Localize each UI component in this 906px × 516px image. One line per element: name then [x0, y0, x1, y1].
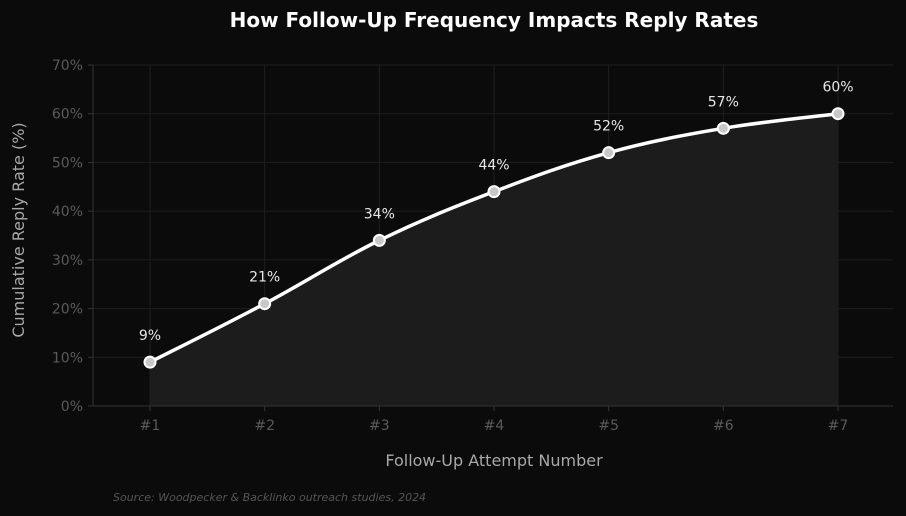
- data-label: 21%: [249, 270, 280, 286]
- area-fill-layer: [150, 113, 838, 406]
- data-point: [602, 146, 616, 160]
- x-tick-label: #7: [828, 418, 849, 434]
- data-point-markers: [143, 107, 845, 369]
- x-tick-label: #5: [598, 418, 619, 434]
- y-tick-labels: 0% 10% 20% 30% 40% 50% 60% 70%: [52, 58, 83, 415]
- data-point: [143, 355, 157, 369]
- data-label: 52%: [593, 119, 624, 135]
- axes: [88, 64, 893, 411]
- x-tick-label: #2: [254, 418, 275, 434]
- area-fill: [150, 113, 838, 406]
- y-tick-label: 70%: [52, 58, 83, 74]
- chart-title: How Follow-Up Frequency Impacts Reply Ra…: [230, 8, 759, 32]
- x-axis-label: Follow-Up Attempt Number: [385, 451, 603, 470]
- data-point: [487, 185, 501, 199]
- data-label: 9%: [139, 328, 161, 344]
- x-tick-labels: #1 #2 #3 #4 #5 #6 #7: [140, 418, 849, 434]
- y-tick-label: 50%: [52, 155, 83, 171]
- data-label: 60%: [822, 80, 853, 96]
- data-point: [716, 121, 730, 135]
- y-tick-label: 30%: [52, 253, 83, 269]
- data-label: 57%: [708, 94, 739, 110]
- data-point: [372, 233, 386, 247]
- y-tick-label: 10%: [52, 350, 83, 366]
- x-tick-label: #1: [140, 418, 161, 434]
- y-tick-label: 20%: [52, 302, 83, 318]
- y-tick-label: 0%: [61, 399, 83, 415]
- y-axis-label: Cumulative Reply Rate (%): [9, 122, 28, 337]
- x-tick-label: #3: [369, 418, 390, 434]
- data-label: 34%: [364, 206, 395, 222]
- data-point: [831, 107, 845, 121]
- data-label: 44%: [478, 158, 509, 174]
- x-tick-label: #6: [713, 418, 734, 434]
- y-tick-label: 40%: [52, 204, 83, 220]
- data-labels: 9% 21% 34% 44% 52% 57% 60%: [139, 80, 854, 344]
- x-tick-label: #4: [484, 418, 505, 434]
- data-point: [258, 297, 272, 311]
- source-note: Source: Woodpecker & Backlinko outreach …: [113, 491, 426, 504]
- y-tick-label: 60%: [52, 107, 83, 123]
